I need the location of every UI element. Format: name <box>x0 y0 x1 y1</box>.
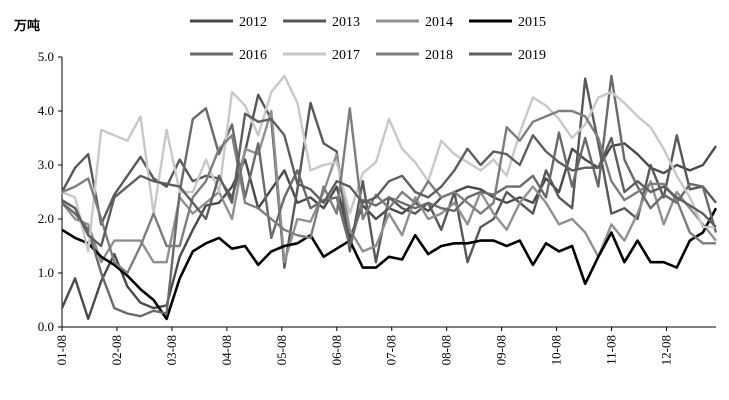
y-tick-label: 0.0 <box>38 319 54 334</box>
y-tick-label: 2.0 <box>38 211 54 226</box>
x-tick-label: 10-08 <box>549 335 564 365</box>
legend-label-2014: 2014 <box>425 15 453 30</box>
legend-label-2018: 2018 <box>425 48 453 63</box>
x-tick-label: 07-08 <box>384 335 399 365</box>
y-tick-label: 3.0 <box>38 157 54 172</box>
series-line-2015 <box>61 207 718 321</box>
x-tick-label: 01-08 <box>54 335 69 365</box>
y-tick-label: 1.0 <box>38 265 54 280</box>
axes: 0.0 1.0 2.0 3.0 4.0 5.0 01-08 02-08 03-08 04-08 05… <box>38 49 716 365</box>
x-tick-label: 12-08 <box>659 335 674 365</box>
legend-label-2017: 2017 <box>332 48 360 63</box>
series-line-2019 <box>61 112 717 248</box>
x-tick-label: 03-08 <box>164 335 179 365</box>
x-tick-label: 09-08 <box>494 335 509 365</box>
series-line-2017 <box>61 74 716 253</box>
x-tick-label: 11-08 <box>604 335 619 365</box>
x-tick-label: 05-08 <box>274 335 289 365</box>
x-tick-label: 08-08 <box>439 335 454 365</box>
y-tick-label: 4.0 <box>38 103 54 118</box>
legend-label-2013: 2013 <box>332 15 360 30</box>
x-tick-label: 02-08 <box>109 335 124 365</box>
series-line-2016 <box>61 74 718 318</box>
legend-label-2016: 2016 <box>239 48 267 63</box>
legend-label-2015: 2015 <box>518 15 546 30</box>
legend: 2012 2013 2014 2015 2016 2017 2018 2019 <box>190 15 546 63</box>
y-tick-label: 5.0 <box>38 49 54 64</box>
x-tick-label: 06-08 <box>329 335 344 365</box>
series-lines <box>60 74 718 321</box>
x-tick-label: 04-08 <box>219 335 234 365</box>
series-line-2014 <box>61 109 717 264</box>
y-unit-label: 万吨 <box>13 18 40 34</box>
legend-label-2012: 2012 <box>239 15 267 30</box>
series-line-2018 <box>61 107 716 275</box>
legend-label-2019: 2019 <box>518 48 546 63</box>
